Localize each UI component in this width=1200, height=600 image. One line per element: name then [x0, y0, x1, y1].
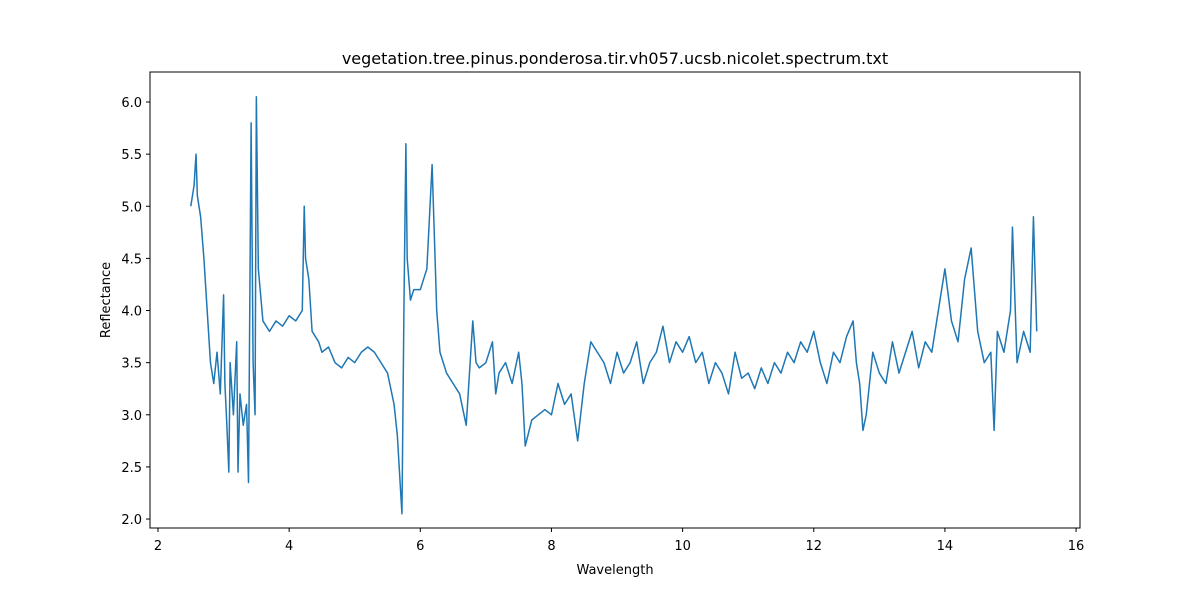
x-tick-label: 4	[285, 539, 293, 554]
y-tick-label: 5.5	[121, 148, 142, 163]
spectrum-line	[190, 96, 1038, 515]
x-axis-label: Wavelength	[576, 563, 653, 578]
y-tick-label: 6.0	[121, 96, 142, 111]
chart-title: vegetation.tree.pinus.ponderosa.tir.vh05…	[342, 49, 888, 68]
y-tick-label: 2.0	[121, 513, 142, 528]
x-tick-label: 16	[1068, 539, 1085, 554]
plot-frame	[149, 71, 1081, 529]
y-tick-label: 5.0	[121, 200, 142, 215]
y-tick-label: 3.5	[121, 357, 142, 372]
x-tick-label: 2	[154, 539, 162, 554]
y-axis-label: Reflectance	[99, 262, 114, 338]
y-tick-label: 2.5	[121, 461, 142, 476]
x-tick-label: 6	[416, 539, 424, 554]
x-tick-label: 10	[674, 539, 691, 554]
y-tick-label: 3.0	[121, 409, 142, 424]
x-tick-label: 14	[937, 539, 954, 554]
x-tick-label: 8	[547, 539, 555, 554]
y-tick-label: 4.5	[121, 252, 142, 267]
y-tick-label: 4.0	[121, 305, 142, 320]
x-tick-label: 12	[805, 539, 822, 554]
